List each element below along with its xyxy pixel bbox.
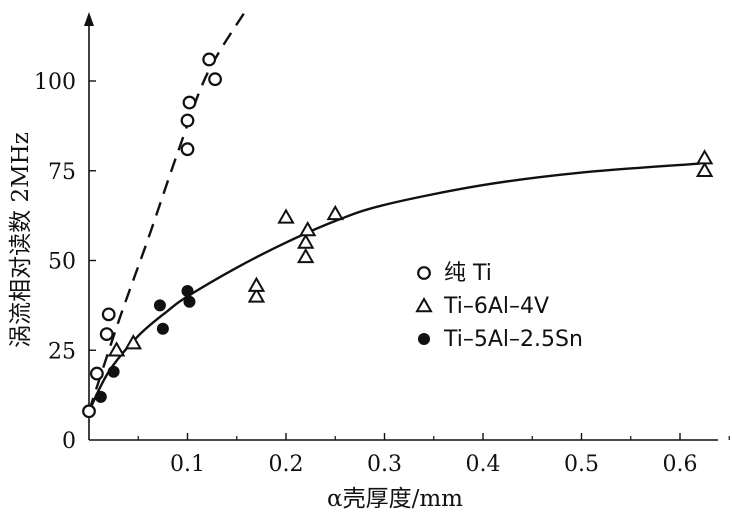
data-point — [296, 233, 315, 249]
data-point — [94, 390, 107, 403]
data-point — [183, 295, 196, 308]
data-point — [89, 366, 104, 381]
series-1 — [107, 149, 714, 357]
data-point — [296, 247, 315, 264]
series-0 — [82, 52, 222, 419]
data-point — [247, 287, 266, 303]
data-point — [156, 322, 169, 335]
axes: 0.1 0.2 0.3 0.4 0.5 0.6 0 25 50 75 100 — [34, 12, 730, 477]
data-point — [124, 334, 143, 350]
data-point — [180, 142, 195, 157]
legend-marker — [417, 266, 431, 280]
legend-marker — [418, 333, 430, 345]
legend-entry: 纯 Ti — [417, 261, 492, 286]
data-point — [277, 208, 295, 224]
legend-marker — [415, 296, 433, 313]
y-tick-label: 100 — [34, 70, 76, 95]
legend-label: Ti–6Al–4V — [443, 294, 549, 319]
x-tick-label: 0.2 — [269, 452, 304, 477]
legend-label: 纯 Ti — [444, 261, 492, 286]
x-tick-label: 0.3 — [367, 452, 402, 477]
data-point — [153, 299, 166, 312]
data-point — [208, 72, 222, 87]
data-points — [82, 52, 714, 419]
data-point — [99, 327, 114, 341]
x-tick-label: 0.6 — [663, 452, 698, 477]
y-axis-label: 涡流相对读数 2MHz — [8, 132, 34, 348]
legend-entry: Ti–5Al–2.5Sn — [418, 327, 583, 352]
data-point — [107, 341, 126, 357]
data-point — [181, 285, 194, 298]
data-point — [695, 149, 714, 165]
data-point — [107, 365, 120, 378]
data-point — [82, 404, 96, 419]
y-tick-label: 50 — [48, 250, 76, 275]
x-axis-label: α壳厚度/mm — [327, 486, 463, 512]
x-tick-label: 0.4 — [466, 452, 501, 477]
y-tick-label: 25 — [48, 339, 76, 364]
fit-curves — [87, 8, 700, 412]
x-tick-label: 0.1 — [170, 452, 205, 477]
data-point — [695, 161, 714, 177]
data-point — [202, 52, 217, 67]
y-axis-arrow — [84, 12, 94, 26]
solid-fit-curve — [87, 162, 700, 412]
data-point — [326, 204, 344, 221]
legend: 纯 Ti Ti–6Al–4V Ti–5Al–2.5Sn — [415, 261, 583, 352]
data-point — [298, 220, 317, 237]
data-point — [182, 95, 197, 110]
data-point — [180, 113, 195, 128]
y-tick-label: 0 — [62, 429, 76, 454]
data-point — [247, 276, 266, 292]
series-2 — [94, 285, 196, 403]
x-tick-label: 0.5 — [564, 452, 599, 477]
y-tick-label: 75 — [48, 160, 76, 185]
data-point — [101, 307, 116, 322]
legend-label: Ti–5Al–2.5Sn — [443, 327, 583, 352]
legend-entry: Ti–6Al–4V — [415, 294, 549, 319]
